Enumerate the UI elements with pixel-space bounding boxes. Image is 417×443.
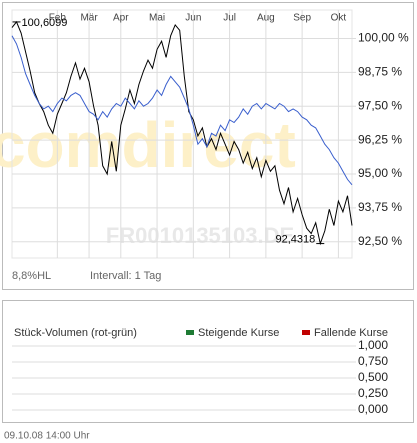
y-tick-label: 0,750 <box>358 354 388 368</box>
value-label: 92,4318 <box>276 233 316 245</box>
y-tick-label: 0,000 <box>358 402 388 416</box>
x-tick-label: Aug <box>257 13 275 24</box>
y-tick-label: 93,75 % <box>358 200 402 214</box>
note-hl: 8,8%HL <box>12 270 51 282</box>
y-tick-label: 97,50 % <box>358 98 402 112</box>
y-tick-label: 1,000 <box>358 338 388 352</box>
series-line <box>11 20 353 246</box>
y-tick-label: 0,500 <box>358 370 388 384</box>
note-interval: Intervall: 1 Tag <box>90 270 161 282</box>
legend-swatch <box>302 330 310 335</box>
x-tick-label: Jun <box>185 13 201 24</box>
x-tick-label: Mai <box>149 13 165 24</box>
watermark-brand: .comdirect <box>0 109 296 181</box>
value-label: 100,6099 <box>22 17 68 29</box>
y-tick-label: 96,25 % <box>358 132 402 146</box>
x-tick-label: Jul <box>223 13 236 24</box>
y-tick-label: 98,75 % <box>358 65 402 79</box>
timestamp: 09.10.08 14:00 Uhr <box>4 431 90 442</box>
series-line <box>11 35 353 186</box>
volume-title: Stück-Volumen (rot-grün) <box>14 327 137 339</box>
x-tick-label: Apr <box>113 13 129 24</box>
x-tick-label: Feb <box>49 13 67 24</box>
legend-label: Fallende Kurse <box>314 327 388 339</box>
legend-swatch <box>186 330 194 335</box>
x-tick-label: Okt <box>331 13 347 24</box>
x-tick-label: Sep <box>293 13 311 24</box>
x-tick-label: Mär <box>80 13 98 24</box>
legend-label: Steigende Kurse <box>198 327 279 339</box>
y-tick-label: 100,00 % <box>358 31 409 45</box>
watermark-isin: FR0010135103.DE <box>106 223 294 248</box>
plot-frame <box>11 9 353 259</box>
y-tick-label: 0,250 <box>358 386 388 400</box>
plot-layer: Feb Mär Apr Mai Jun Jul Aug Sep Okt 100,00 % 98,75… <box>11 9 409 416</box>
y-tick-label: 95,00 % <box>358 166 402 180</box>
y-tick-label: 92,50 % <box>358 234 402 248</box>
